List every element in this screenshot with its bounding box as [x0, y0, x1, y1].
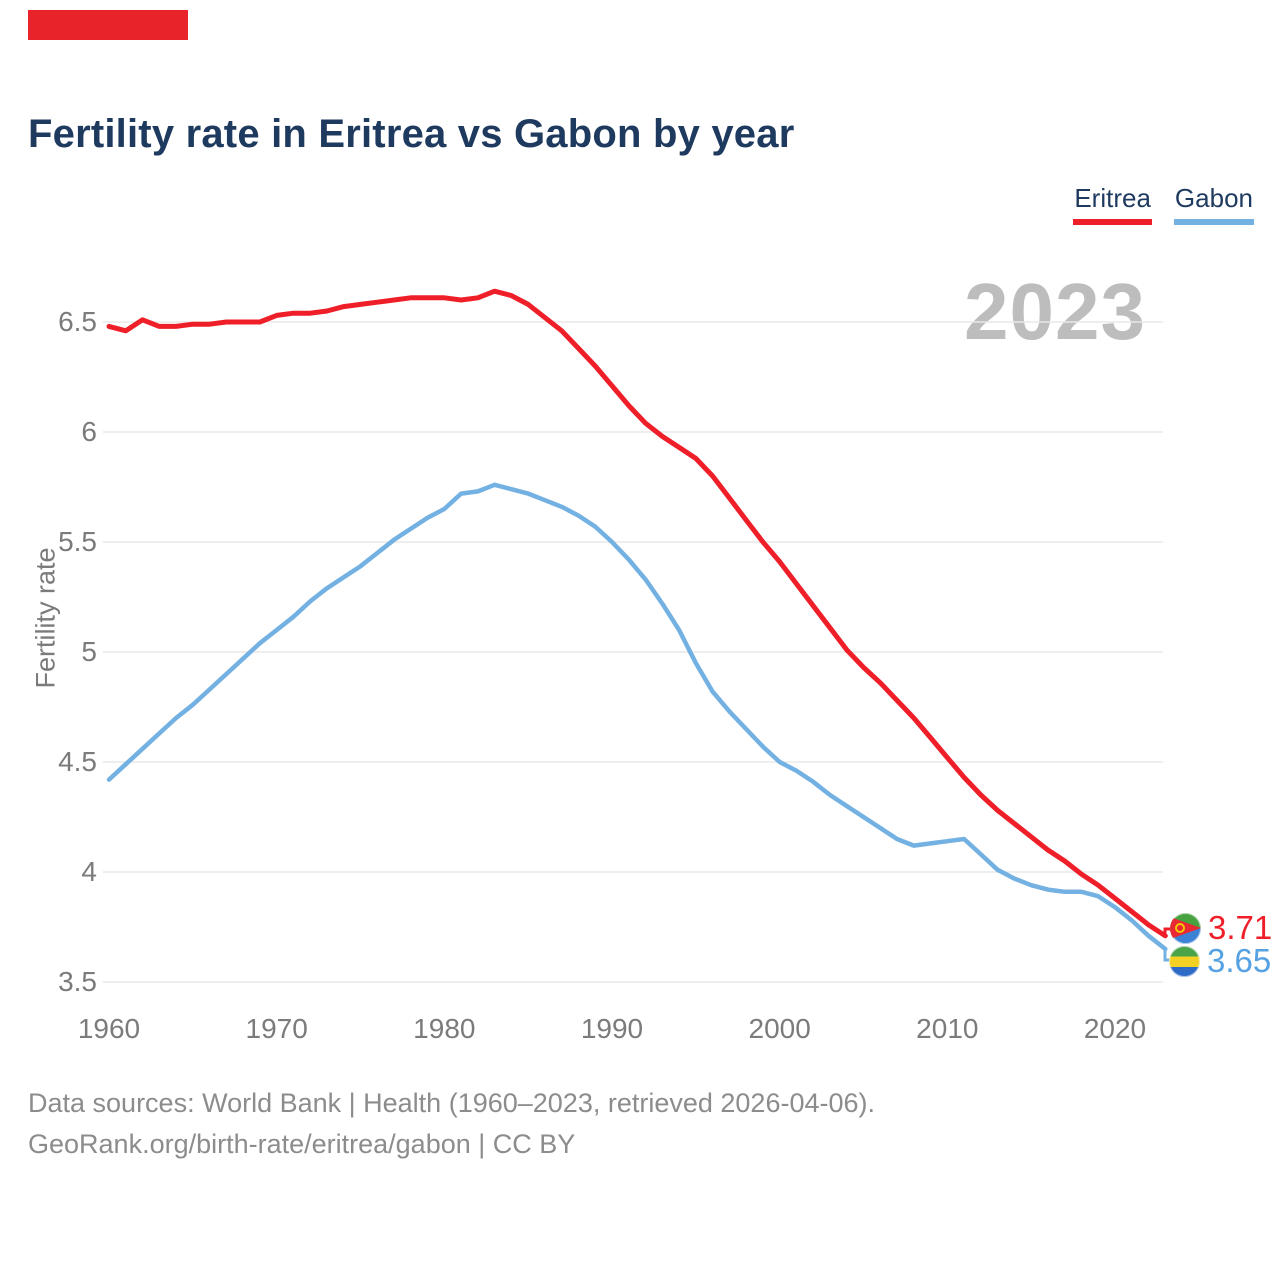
end-value-eritrea: 3.71 — [1208, 909, 1273, 946]
series-line-eritrea — [106, 288, 1168, 939]
legend-underline-eritrea — [1073, 219, 1152, 225]
page-title: Fertility rate in Eritrea vs Gabon by ye… — [28, 112, 795, 156]
gabon-flag-icon — [1169, 945, 1200, 977]
y-tick-6.5: 6.5 — [58, 306, 97, 337]
series-line-gabon — [106, 482, 1168, 952]
footer-attribution: GeoRank.org/birth-rate/eritrea/gabon | C… — [28, 1129, 576, 1159]
y-tick-6: 6 — [81, 416, 97, 447]
eritrea-flag-emblem — [1174, 923, 1185, 933]
legend-label-gabon[interactable]: Gabon — [1174, 183, 1253, 213]
y-tick-3.5: 3.5 — [58, 966, 97, 997]
x-tick-2010: 2010 — [916, 1013, 979, 1044]
legend-item-gabon[interactable]: Gabon — [1173, 183, 1254, 225]
legend: Eritrea Gabon — [1073, 183, 1254, 225]
end-label-gabon: 3.65 — [1169, 944, 1271, 978]
x-tick-1960: 1960 — [77, 1013, 141, 1044]
eritrea-flag-icon — [1170, 912, 1201, 944]
x-tick-2020: 2020 — [1083, 1013, 1147, 1044]
end-label-eritrea: 3.71 — [1170, 911, 1272, 945]
x-tick-1990: 1990 — [580, 1013, 644, 1044]
y-tick-5.5: 5.5 — [58, 526, 97, 557]
x-tick-1970: 1970 — [245, 1013, 308, 1044]
connector-eritrea — [1163, 927, 1172, 936]
x-tick-2000: 2000 — [748, 1013, 811, 1044]
legend-underline-gabon — [1173, 219, 1254, 225]
brand-logo-bar — [28, 10, 188, 40]
x-tick-1980: 1980 — [413, 1013, 476, 1044]
y-tick-4.5: 4.5 — [58, 746, 97, 777]
year-watermark: 2023 — [964, 267, 1146, 356]
footer-data-sources: Data sources: World Bank | Health (1960–… — [28, 1088, 875, 1118]
legend-item-eritrea[interactable]: Eritrea — [1073, 183, 1152, 225]
y-tick-5: 5 — [81, 636, 97, 667]
legend-label-eritrea[interactable]: Eritrea — [1074, 183, 1151, 213]
end-value-gabon: 3.65 — [1207, 942, 1272, 979]
footer: Data sources: World Bank | Health (1960–… — [28, 1083, 875, 1165]
y-tick-4: 4 — [81, 856, 97, 887]
